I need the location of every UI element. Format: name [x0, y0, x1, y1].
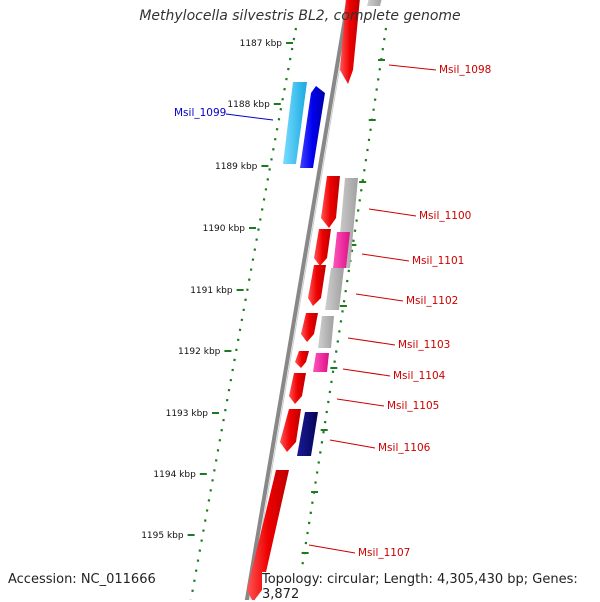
backbone-line [244, 0, 351, 600]
scale-label: 1188 kbp [227, 100, 270, 110]
gene-label-msil-1099: Msil_1099 [174, 107, 226, 119]
gene-block-msil-1106-navy [297, 412, 318, 456]
gene-block-msil-1103-gray [318, 316, 334, 348]
scale-label: 1191 kbp [190, 286, 233, 296]
inner-dotted-track [189, 27, 298, 600]
accession-text: Accession: NC_011666 [8, 572, 156, 587]
gene-leader-line [347, 337, 396, 346]
scale-label: 1192 kbp [178, 347, 221, 357]
gene-block-msil-1106 [280, 409, 301, 452]
gene-leader-line [368, 208, 417, 217]
gene-block-msil-1102-gray [325, 268, 344, 310]
scale-label: 1193 kbp [166, 409, 209, 419]
gene-label-msil-1098: Msil_1098 [439, 64, 491, 76]
gene-block-msil-1104-pink [313, 353, 329, 372]
gene-leader-line [355, 293, 404, 302]
gene-block-msil-1098 [340, 0, 360, 84]
gene-label-msil-1100: Msil_1100 [419, 210, 471, 222]
gene-label-msil-1103: Msil_1103 [398, 339, 450, 351]
gene-leader-line [329, 439, 376, 449]
gene-block-msil-1102 [308, 265, 326, 306]
gene-block-msil-1103 [301, 313, 318, 342]
gene-block-msil-1099 [300, 86, 325, 168]
gene-label-msil-1101: Msil_1101 [412, 255, 464, 267]
scale-label: 1195 kbp [141, 531, 184, 541]
gene-leader-line [308, 544, 356, 554]
gene-block-msil-1104 [295, 351, 309, 368]
topology-text: Topology: circular; Length: 4,305,430 bp… [262, 572, 600, 602]
gene-block-msil-1107 [247, 470, 289, 600]
gene-leader-line [336, 398, 385, 407]
gene-label-msil-1107: Msil_1107 [358, 547, 410, 559]
gene-block-msil-1100 [321, 176, 340, 228]
gene-label-msil-1106: Msil_1106 [378, 442, 431, 454]
gene-block-msil-1101-pink [333, 232, 350, 268]
scale-label: 1189 kbp [215, 162, 258, 172]
gene-leader-line [342, 368, 391, 377]
scale-label: 1190 kbp [203, 224, 246, 234]
gene-block-msil-1101 [314, 229, 331, 266]
gene-leader-line [361, 253, 410, 262]
gene-label-msil-1105: Msil_1105 [387, 400, 439, 412]
gene-leader-line [388, 64, 437, 71]
gene-leader-line [225, 113, 274, 121]
gene-label-msil-1102: Msil_1102 [406, 295, 458, 307]
gene-label-msil-1104: Msil_1104 [393, 370, 446, 382]
scale-label: 1187 kbp [240, 39, 283, 49]
genome-title: Methylocella silvestris BL2, complete ge… [139, 8, 461, 24]
gene-block-msil-1099-light [283, 82, 307, 164]
scale-label: 1194 kbp [153, 470, 196, 480]
gene-block-msil-1105 [289, 373, 306, 404]
gene-block-neighbour [367, 0, 382, 6]
